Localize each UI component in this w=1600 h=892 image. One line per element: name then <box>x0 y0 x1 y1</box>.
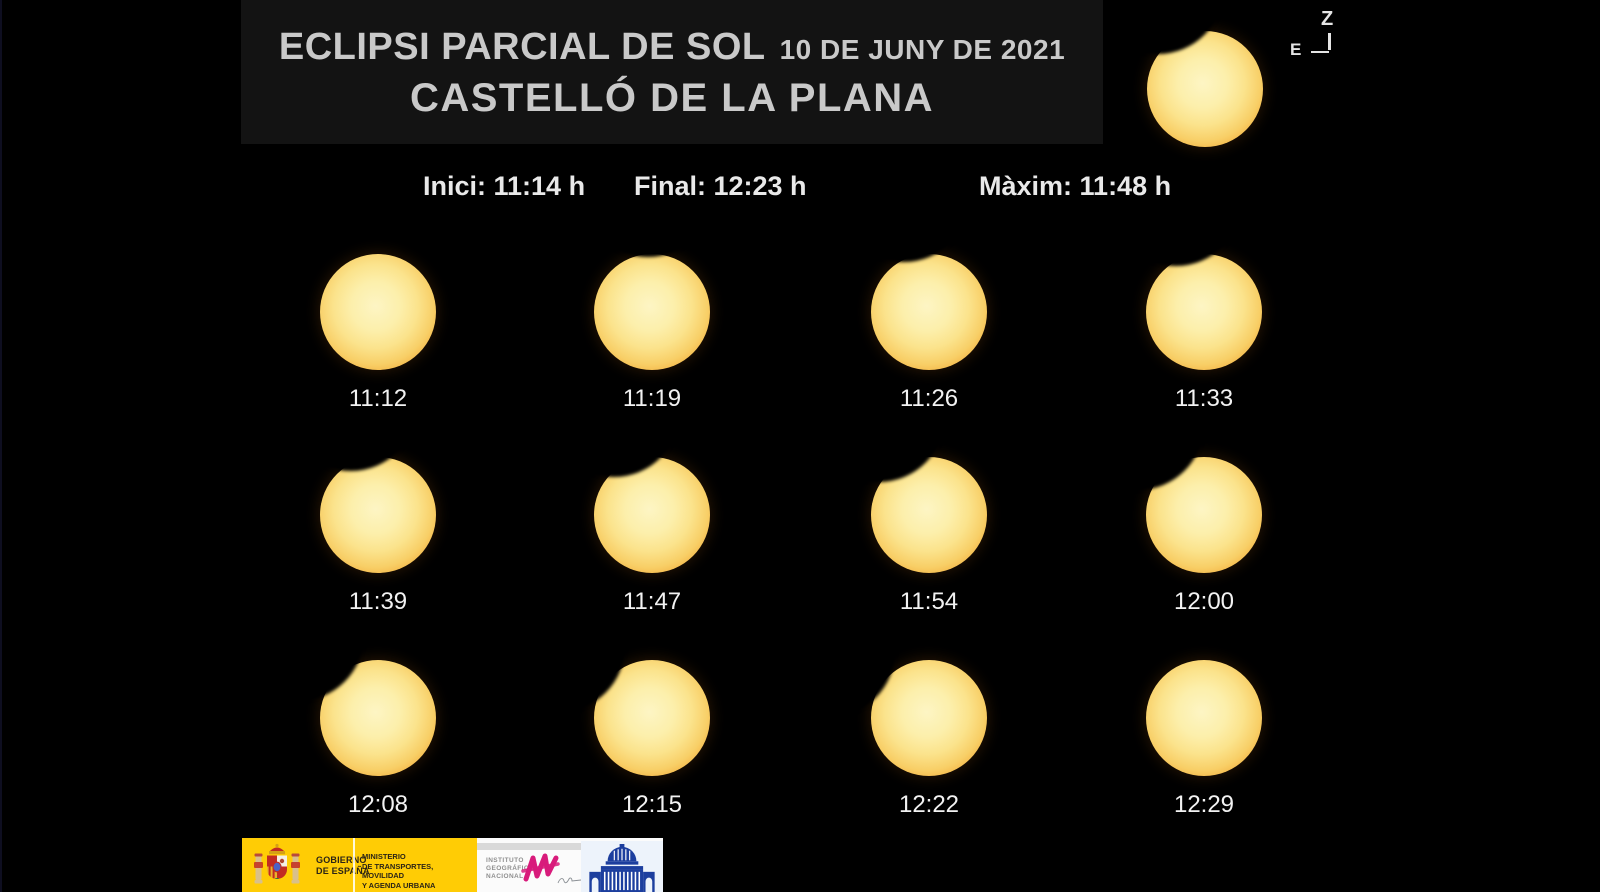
ministerio-line: DE TRANSPORTES, MOVILIDAD <box>362 861 434 881</box>
frame-time-label: 11:33 <box>1174 385 1234 412</box>
gobierno-text: GOBIERNO DE ESPAÑA <box>316 855 370 876</box>
sun-photo <box>871 254 987 370</box>
sun-photo <box>871 660 987 776</box>
eclipse-frame-12-00: 12:00 <box>1094 430 1314 622</box>
gobierno-line: GOBIERNO <box>316 855 367 865</box>
orientation-indicator: Z E <box>1290 8 1338 61</box>
frame-time-label: 11:54 <box>899 588 959 615</box>
frame-time-label: 11:12 <box>348 385 408 412</box>
eclipse-frame-11-12: 11:12 <box>268 227 488 419</box>
eclipse-frame-11-47: 11:47 <box>542 430 762 622</box>
frame-time-label: 12:08 <box>347 791 409 818</box>
eclipse-frame-12-15: 12:15 <box>542 633 762 825</box>
frame-time-label: 12:22 <box>898 791 960 818</box>
sun-photo <box>320 254 436 370</box>
eclipse-frame-11-39: 11:39 <box>268 430 488 622</box>
ign-text: INSTITUTO GEOGRÁFICO NACIONAL <box>486 857 534 881</box>
footer-logos: GOBIERNO DE ESPAÑA MINISTERIO DE TRANSPO… <box>242 838 663 892</box>
eclipse-frame-11-26: 11:26 <box>819 227 1039 419</box>
gray-bar <box>477 843 663 850</box>
east-label: E <box>1290 40 1302 59</box>
city-name: CASTELLÓ DE LA PLANA <box>409 75 935 120</box>
spain-coat-of-arms-icon <box>254 843 300 884</box>
ministerio-line: MINISTERIO <box>362 852 406 861</box>
event-date: 10 DE JUNY DE 2021 <box>779 33 1066 65</box>
ministerio-text: MINISTERIO DE TRANSPORTES, MOVILIDAD Y A… <box>362 852 477 890</box>
eclipse-frame-12-29: 12:29 <box>1094 633 1314 825</box>
frame-time-label: 11:26 <box>899 385 959 412</box>
eclipse-max-time: Màxim: 11:48 h <box>979 171 1172 201</box>
sun-photo <box>594 254 710 370</box>
frame-time-label: 12:00 <box>1173 588 1235 615</box>
ign-line: GEOGRÁFICO <box>486 865 535 872</box>
frame-time-label: 11:39 <box>348 588 408 615</box>
frame-time-label: 11:47 <box>622 588 682 615</box>
eclipse-frame-12-22: 12:22 <box>819 633 1039 825</box>
ign-brand-scribble-icon <box>521 853 560 882</box>
frame-time-label: 11:19 <box>622 385 682 412</box>
logo-divider <box>353 838 355 892</box>
ign-building-icon <box>589 844 655 892</box>
header-box: ECLIPSI PARCIAL DE SOL 10 DE JUNY DE 202… <box>241 0 1103 144</box>
zenith-label: Z <box>1321 8 1334 30</box>
ign-building-tile <box>581 841 663 892</box>
ign-line: NACIONAL <box>486 873 524 880</box>
frame-time-label: 12:29 <box>1173 791 1235 818</box>
sun-photo <box>1146 254 1262 370</box>
ign-line: INSTITUTO <box>486 857 524 864</box>
frame-time-label: 12:15 <box>621 791 683 818</box>
eclipse-end-time: Final: 12:23 h <box>634 171 807 201</box>
zenith-axis-line <box>1328 33 1331 50</box>
gobierno-logo-block: GOBIERNO DE ESPAÑA MINISTERIO DE TRANSPO… <box>242 838 477 892</box>
eclipse-frame-11-54: 11:54 <box>819 430 1039 622</box>
gobierno-line: DE ESPAÑA <box>316 865 370 876</box>
page-title: ECLIPSI PARCIAL DE SOL <box>278 25 766 68</box>
signature-squiggle-icon <box>557 877 582 884</box>
eclipse-frame-12-08: 12:08 <box>268 633 488 825</box>
moon-silhouette <box>838 227 971 263</box>
sun-photo <box>1146 660 1262 776</box>
eclipse-frame-11-33: 11:33 <box>1094 227 1314 419</box>
east-axis-line <box>1311 50 1329 53</box>
ign-logo-block: INSTITUTO GEOGRÁFICO NACIONAL <box>477 838 663 892</box>
eclipse-frame-11-19: 11:19 <box>542 227 762 419</box>
ministerio-line: Y AGENDA URBANA <box>362 880 436 890</box>
header-sun-photo <box>1105 0 1315 168</box>
sun-photo <box>320 457 436 573</box>
title-line: ECLIPSI PARCIAL DE SOL 10 DE JUNY DE 202… <box>279 26 1065 69</box>
left-edge-line <box>0 0 2 892</box>
moon-silhouette <box>581 227 714 257</box>
eclipse-start-time: Inici: 11:14 h <box>423 171 586 201</box>
